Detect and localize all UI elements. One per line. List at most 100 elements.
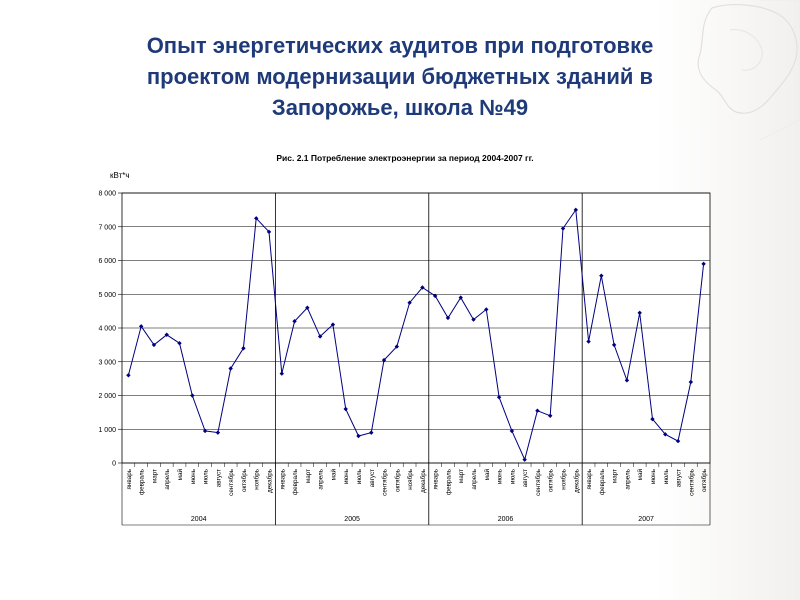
data-point: [484, 307, 489, 312]
y-tick-label: 8 000: [98, 191, 116, 198]
slide-title-line: Опыт энергетических аудитов при подготов…: [146, 33, 654, 58]
month-label: апрель: [471, 468, 478, 489]
month-label: ноябрь: [253, 468, 261, 489]
data-point: [266, 229, 272, 235]
month-label: октябрь: [547, 468, 555, 492]
y-tick-label: 6 000: [98, 258, 116, 265]
data-point: [624, 378, 630, 383]
data-point: [126, 373, 131, 378]
data-point: [432, 293, 438, 299]
data-point: [330, 322, 336, 327]
month-label: август: [676, 469, 683, 487]
month-label: март: [458, 469, 465, 483]
data-point: [407, 300, 412, 305]
data-point: [138, 324, 144, 329]
data-point: [445, 315, 451, 321]
data-point: [611, 342, 617, 348]
month-label: январь: [279, 468, 286, 489]
data-point: [701, 261, 706, 267]
month-label: октябрь: [240, 468, 248, 492]
month-label: май: [176, 469, 184, 481]
year-label: 2007: [638, 516, 654, 523]
month-label: февраль: [292, 468, 299, 495]
series-line: [127, 208, 705, 462]
month-label: сентябрь: [227, 468, 235, 496]
data-point: [471, 317, 476, 322]
data-point: [458, 295, 463, 300]
month-label: сентябрь: [381, 468, 389, 496]
month-label: февраль: [599, 468, 606, 495]
data-point: [560, 226, 566, 231]
y-tick-label: 3 000: [98, 359, 116, 366]
data-point: [509, 428, 515, 434]
data-point: [356, 433, 361, 439]
data-point: [215, 430, 221, 435]
month-label: январь: [433, 468, 440, 489]
year-label: 2005: [344, 516, 360, 523]
data-point: [343, 406, 348, 412]
month-label: апрель: [318, 468, 325, 489]
month-label: апрель: [164, 468, 171, 489]
slide-title: Опыт энергетических аудитов при подготов…: [70, 30, 730, 123]
data-point: [599, 273, 604, 278]
data-point: [535, 408, 540, 413]
month-label: февраль: [445, 468, 452, 495]
y-tick-label: 0: [112, 461, 116, 468]
month-label: март: [612, 469, 619, 483]
month-label: июнь: [497, 468, 504, 484]
data-point: [228, 366, 233, 371]
data-point: [151, 342, 157, 348]
data-point: [317, 334, 323, 339]
month-label: август: [215, 469, 222, 487]
month-label: декабрь: [266, 468, 274, 493]
month-label: июль: [203, 468, 210, 484]
month-label: март: [151, 469, 158, 483]
month-label: январь: [586, 468, 593, 489]
year-label: 2006: [498, 516, 514, 523]
month-label: август: [369, 469, 376, 487]
y-tick-label: 4 000: [98, 326, 116, 333]
data-point: [279, 371, 284, 376]
data-point: [637, 310, 642, 316]
slide-title-line: проектом модернизации бюджетных зданий в: [146, 64, 654, 89]
y-tick-label: 2 000: [98, 393, 116, 400]
month-label: март: [305, 469, 312, 483]
data-point: [381, 357, 387, 363]
month-label: апрель: [624, 468, 631, 489]
month-label: май: [483, 469, 491, 481]
month-label: октябрь: [700, 468, 708, 492]
data-point: [586, 339, 591, 344]
month-label: февраль: [139, 468, 146, 495]
month-label: июль: [356, 468, 363, 484]
y-tick-label: 1 000: [98, 427, 116, 434]
month-label: июнь: [343, 468, 350, 484]
data-point: [548, 413, 553, 418]
data-point: [241, 346, 246, 351]
data-point: [305, 305, 310, 310]
data-point: [254, 216, 259, 221]
month-label: декабрь: [419, 468, 427, 493]
month-label: ноябрь: [406, 468, 414, 489]
y-axis-label: кВт*ч: [110, 171, 130, 180]
month-label: июнь: [190, 468, 197, 484]
data-point: [675, 438, 681, 444]
slide-title-line: Запорожье, школа №49: [271, 95, 529, 120]
month-label: май: [329, 469, 337, 481]
data-point: [496, 394, 502, 400]
data-point: [190, 393, 195, 398]
data-point: [177, 340, 182, 346]
y-tick-label: 7 000: [98, 224, 116, 231]
month-label: ноябрь: [560, 468, 568, 489]
month-label: сентябрь: [687, 468, 695, 496]
data-point: [202, 428, 208, 434]
month-label: июнь: [650, 468, 657, 484]
year-label: 2004: [191, 516, 207, 523]
month-label: сентябрь: [534, 468, 542, 496]
month-label: май: [636, 469, 644, 481]
month-label: октябрь: [393, 468, 401, 492]
month-label: январь: [126, 468, 133, 489]
month-label: декабрь: [572, 468, 580, 493]
data-point: [369, 430, 374, 435]
data-point: [573, 207, 578, 213]
